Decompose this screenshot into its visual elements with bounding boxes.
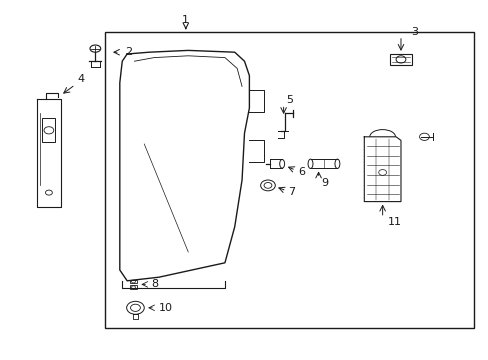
Text: 3: 3 xyxy=(410,27,417,37)
Text: 11: 11 xyxy=(386,217,401,228)
Text: 10: 10 xyxy=(159,303,173,313)
Text: 8: 8 xyxy=(151,279,159,289)
Bar xyxy=(130,280,137,283)
Text: 2: 2 xyxy=(124,47,132,57)
Text: 5: 5 xyxy=(285,95,292,105)
Text: 4: 4 xyxy=(78,74,85,84)
Bar xyxy=(389,54,411,65)
Text: 9: 9 xyxy=(320,177,327,188)
Bar xyxy=(105,32,473,328)
Bar xyxy=(42,118,55,142)
Text: 1: 1 xyxy=(182,15,189,25)
Text: 7: 7 xyxy=(288,187,295,197)
Bar xyxy=(130,285,137,289)
Text: 6: 6 xyxy=(298,167,305,177)
